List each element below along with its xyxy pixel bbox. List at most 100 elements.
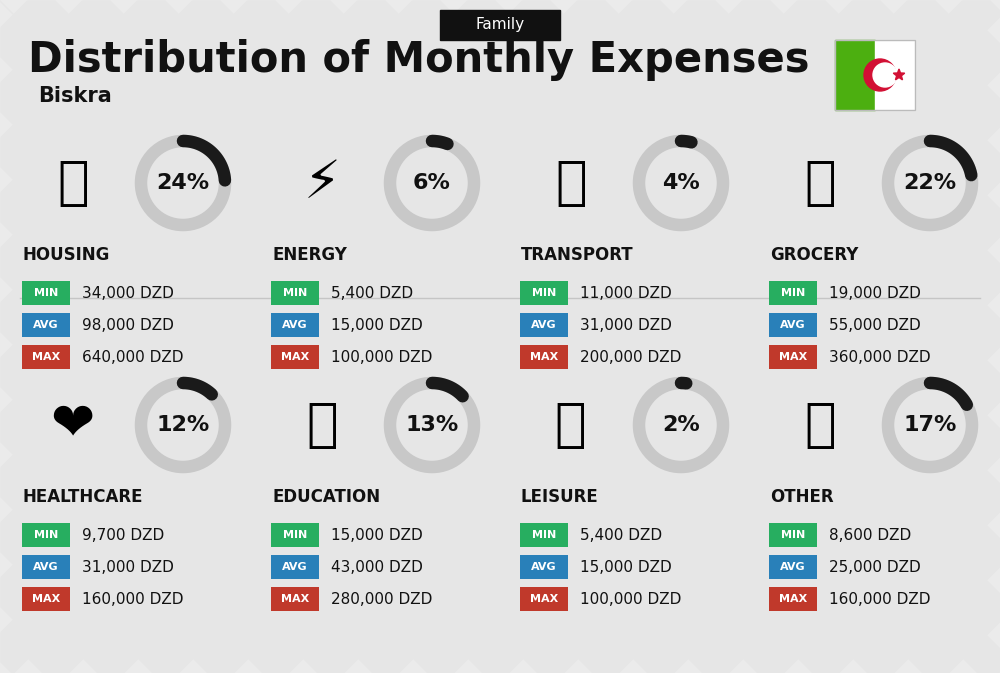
Text: MAX: MAX xyxy=(32,594,60,604)
FancyBboxPatch shape xyxy=(520,523,568,547)
Text: 👛: 👛 xyxy=(804,399,836,451)
Bar xyxy=(875,40,915,110)
Text: 13%: 13% xyxy=(405,415,459,435)
Text: 🎓: 🎓 xyxy=(306,399,338,451)
Text: 43,000 DZD: 43,000 DZD xyxy=(331,559,423,575)
Text: AVG: AVG xyxy=(780,320,806,330)
Text: 25,000 DZD: 25,000 DZD xyxy=(829,559,921,575)
Bar xyxy=(835,40,875,110)
Text: Biskra: Biskra xyxy=(38,86,112,106)
Text: OTHER: OTHER xyxy=(770,488,834,506)
Text: 360,000 DZD: 360,000 DZD xyxy=(829,349,931,365)
Text: 15,000 DZD: 15,000 DZD xyxy=(331,528,423,542)
Text: MIN: MIN xyxy=(34,530,58,540)
Text: ❤️: ❤️ xyxy=(51,399,95,451)
Text: AVG: AVG xyxy=(282,320,308,330)
Text: AVG: AVG xyxy=(780,562,806,572)
FancyBboxPatch shape xyxy=(271,313,319,337)
Text: AVG: AVG xyxy=(531,320,557,330)
FancyBboxPatch shape xyxy=(520,587,568,611)
Text: 🛒: 🛒 xyxy=(804,157,836,209)
Text: MIN: MIN xyxy=(781,288,805,298)
FancyBboxPatch shape xyxy=(22,281,70,305)
Text: MIN: MIN xyxy=(283,530,307,540)
FancyBboxPatch shape xyxy=(769,523,817,547)
FancyBboxPatch shape xyxy=(22,555,70,579)
Text: ENERGY: ENERGY xyxy=(272,246,347,264)
FancyBboxPatch shape xyxy=(520,313,568,337)
Text: Family: Family xyxy=(475,17,525,32)
Circle shape xyxy=(864,59,896,91)
Text: 55,000 DZD: 55,000 DZD xyxy=(829,318,921,332)
Text: 5,400 DZD: 5,400 DZD xyxy=(331,285,413,301)
Text: ⚡: ⚡ xyxy=(304,157,340,209)
FancyBboxPatch shape xyxy=(769,345,817,369)
Circle shape xyxy=(873,63,897,87)
Text: MIN: MIN xyxy=(532,288,556,298)
Text: MIN: MIN xyxy=(283,288,307,298)
Text: 19,000 DZD: 19,000 DZD xyxy=(829,285,921,301)
Text: 9,700 DZD: 9,700 DZD xyxy=(82,528,164,542)
Text: MAX: MAX xyxy=(281,352,309,362)
Text: TRANSPORT: TRANSPORT xyxy=(521,246,634,264)
Text: GROCERY: GROCERY xyxy=(770,246,858,264)
Text: 15,000 DZD: 15,000 DZD xyxy=(331,318,423,332)
Text: LEISURE: LEISURE xyxy=(521,488,599,506)
FancyBboxPatch shape xyxy=(520,281,568,305)
FancyBboxPatch shape xyxy=(22,345,70,369)
Text: 4%: 4% xyxy=(662,173,700,193)
Text: 8,600 DZD: 8,600 DZD xyxy=(829,528,911,542)
Text: MAX: MAX xyxy=(530,352,558,362)
Text: MAX: MAX xyxy=(779,352,807,362)
Text: 11,000 DZD: 11,000 DZD xyxy=(580,285,672,301)
Text: 280,000 DZD: 280,000 DZD xyxy=(331,592,432,606)
Text: 5,400 DZD: 5,400 DZD xyxy=(580,528,662,542)
FancyBboxPatch shape xyxy=(769,281,817,305)
Text: 6%: 6% xyxy=(413,173,451,193)
FancyBboxPatch shape xyxy=(271,345,319,369)
Text: 100,000 DZD: 100,000 DZD xyxy=(331,349,432,365)
Bar xyxy=(835,40,915,110)
FancyBboxPatch shape xyxy=(769,587,817,611)
Text: 15,000 DZD: 15,000 DZD xyxy=(580,559,672,575)
Text: Distribution of Monthly Expenses: Distribution of Monthly Expenses xyxy=(28,39,810,81)
Text: 17%: 17% xyxy=(903,415,957,435)
Polygon shape xyxy=(893,69,905,80)
Text: MIN: MIN xyxy=(781,530,805,540)
Text: 2%: 2% xyxy=(662,415,700,435)
Text: EDUCATION: EDUCATION xyxy=(272,488,380,506)
Text: 🛍️: 🛍️ xyxy=(555,399,587,451)
Text: 160,000 DZD: 160,000 DZD xyxy=(829,592,930,606)
FancyBboxPatch shape xyxy=(520,555,568,579)
Text: 640,000 DZD: 640,000 DZD xyxy=(82,349,184,365)
Text: AVG: AVG xyxy=(33,320,59,330)
FancyBboxPatch shape xyxy=(271,523,319,547)
FancyBboxPatch shape xyxy=(271,281,319,305)
Text: MIN: MIN xyxy=(34,288,58,298)
Text: MIN: MIN xyxy=(532,530,556,540)
FancyBboxPatch shape xyxy=(271,587,319,611)
Text: 31,000 DZD: 31,000 DZD xyxy=(580,318,672,332)
Text: 200,000 DZD: 200,000 DZD xyxy=(580,349,681,365)
Text: 24%: 24% xyxy=(156,173,210,193)
FancyBboxPatch shape xyxy=(769,313,817,337)
Text: 160,000 DZD: 160,000 DZD xyxy=(82,592,184,606)
Text: 22%: 22% xyxy=(903,173,957,193)
FancyBboxPatch shape xyxy=(440,10,560,40)
Text: 34,000 DZD: 34,000 DZD xyxy=(82,285,174,301)
FancyBboxPatch shape xyxy=(22,587,70,611)
FancyBboxPatch shape xyxy=(271,555,319,579)
Text: MAX: MAX xyxy=(530,594,558,604)
Text: 100,000 DZD: 100,000 DZD xyxy=(580,592,681,606)
Text: 🚌: 🚌 xyxy=(555,157,587,209)
Text: 31,000 DZD: 31,000 DZD xyxy=(82,559,174,575)
Text: AVG: AVG xyxy=(531,562,557,572)
FancyBboxPatch shape xyxy=(769,555,817,579)
FancyBboxPatch shape xyxy=(22,313,70,337)
Text: MAX: MAX xyxy=(779,594,807,604)
Text: 12%: 12% xyxy=(156,415,210,435)
Text: MAX: MAX xyxy=(281,594,309,604)
FancyBboxPatch shape xyxy=(520,345,568,369)
Text: MAX: MAX xyxy=(32,352,60,362)
Text: 🏗: 🏗 xyxy=(57,157,89,209)
